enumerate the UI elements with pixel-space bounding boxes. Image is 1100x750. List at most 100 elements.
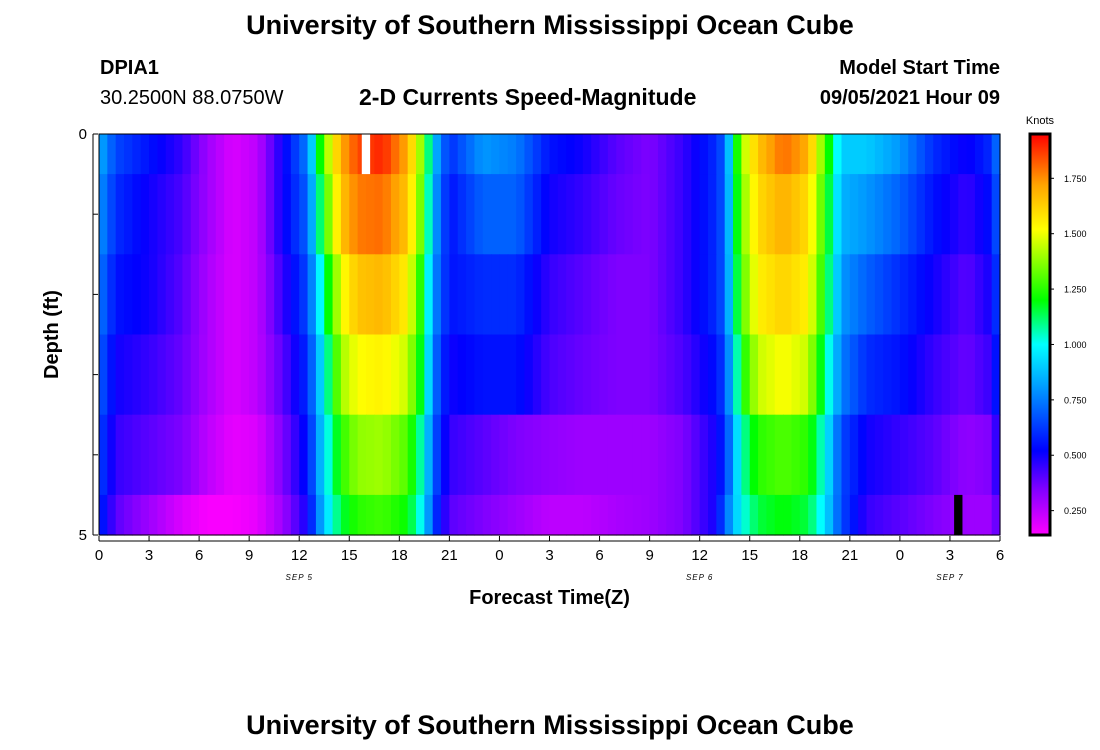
heatmap-cell [824,494,834,536]
heatmap-cell [174,174,184,255]
heatmap-cell [182,414,192,496]
heatmap-cell [424,254,434,336]
heatmap-cell [107,174,117,255]
heatmap-cell [733,414,742,496]
x-tick-label: 18 [391,547,408,564]
heatmap-cell [507,254,517,336]
heatmap-cell [349,414,359,496]
heatmap-cell [591,334,601,416]
heatmap-cell [649,414,659,496]
heatmap-cell [733,254,742,336]
x-tick-label: 12 [291,547,308,564]
heatmap-cell [449,494,459,536]
heatmap-cell [808,174,818,255]
heatmap-cell [149,174,158,255]
x-tick-label: 3 [946,547,954,564]
heatmap-cell [691,494,701,536]
colorbar-unit-label: Knots [1026,115,1055,127]
heatmap-cell [791,254,801,336]
heatmap-cell [974,334,984,416]
heatmap-cell [299,414,309,496]
heatmap-cell [908,254,918,336]
heatmap-cell [699,174,709,255]
heatmap-cell [899,334,909,416]
heatmap-cell [941,254,951,336]
heatmap-cell [591,414,601,496]
heatmap-cell [390,414,400,496]
heatmap-cell [574,254,584,336]
x-tick-label: 3 [145,547,153,564]
heatmap-cell [674,334,684,416]
heatmap-cell [724,134,734,175]
heatmap-cell [257,254,267,336]
heatmap-cell [866,334,876,416]
heatmap-cell [949,334,959,416]
x-tick-label: 9 [645,547,653,564]
heatmap-cell [482,134,492,175]
plot-frame [98,133,1001,536]
heatmap-cell [207,414,217,496]
heatmap-cell [657,414,667,496]
heatmap-cell [390,134,400,175]
heatmap-cell [858,494,868,536]
heatmap-cell [933,254,943,336]
heatmap-cell [532,174,542,255]
heatmap-cell [716,134,726,175]
heatmap-cell [991,334,1001,416]
heatmap-cell [632,134,642,175]
heatmap-cell [449,174,459,255]
heatmap-cell [557,494,567,536]
heatmap-cell [449,254,459,336]
heatmap-cell [499,254,509,336]
heatmap-cell [149,494,158,536]
heatmap-cell [290,254,300,336]
x-tick-label: 12 [691,547,708,564]
heatmap-cell [733,494,742,536]
heatmap-cell [349,494,359,536]
heatmap-cell [616,134,626,175]
heatmap-cell [733,334,742,416]
heatmap-cell [674,494,684,536]
heatmap-cell [733,174,742,255]
x-tick-label: 21 [441,547,458,564]
heatmap-cell [958,134,968,175]
currents-heatmap-chart: 0 3 6 9 12 15 18 21 0 3 6 9 12 15 18 21 0 3 6 SEP 5 SEP 6 SEP… [41,115,1087,609]
heatmap-cell [482,334,492,416]
heatmap-cell [482,254,492,336]
heatmap-cell [299,254,309,336]
heatmap-cell [724,174,734,255]
heatmap-cell [607,254,617,336]
heatmap-cell [624,134,634,175]
heatmap-cell [799,174,809,255]
heatmap-cell [424,414,434,496]
heatmap-cell [966,134,976,175]
heatmap-cell [758,414,767,496]
heatmap-cell [532,414,542,496]
heatmap-cell [566,494,576,536]
heatmap-cell [432,334,442,416]
heatmap-cell [549,334,559,416]
heatmap-cell [933,494,943,536]
y-axis: 05 [79,126,98,544]
heatmap-cell [908,134,918,175]
heatmap-cell [641,174,651,255]
heatmap-cell [824,334,834,416]
heatmap-cell [507,174,517,255]
heatmap-cell [324,494,334,536]
heatmap-cell [649,494,659,536]
heatmap-cell [374,494,384,536]
heatmap-cell [99,254,108,336]
heatmap-cell [849,334,859,416]
heatmap-cell [232,494,242,536]
heatmap-cell [983,494,993,536]
heatmap-cell [282,134,292,175]
heatmap-cell [524,414,534,496]
heatmap-cell [799,334,809,416]
heatmap-cell [783,414,793,496]
x-tick-label: 6 [595,547,603,564]
heatmap-cell [949,414,959,496]
heatmap-cell [115,414,125,496]
heatmap-cell [491,414,501,496]
heatmap-cell [958,334,968,416]
heatmap-cell [708,414,717,496]
